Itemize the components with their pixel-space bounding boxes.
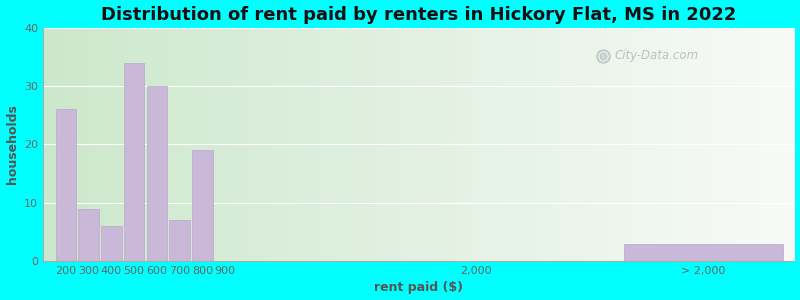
Y-axis label: households: households [6,104,18,184]
Bar [124,63,145,261]
Bar [624,244,783,261]
Bar [101,226,122,261]
Title: Distribution of rent paid by renters in Hickory Flat, MS in 2022: Distribution of rent paid by renters in … [101,6,737,24]
X-axis label: rent paid ($): rent paid ($) [374,281,463,294]
Bar [78,208,99,261]
Bar [192,150,213,261]
Bar [170,220,190,261]
Bar [146,86,167,261]
Text: City-Data.com: City-Data.com [614,50,698,62]
Bar [56,110,76,261]
